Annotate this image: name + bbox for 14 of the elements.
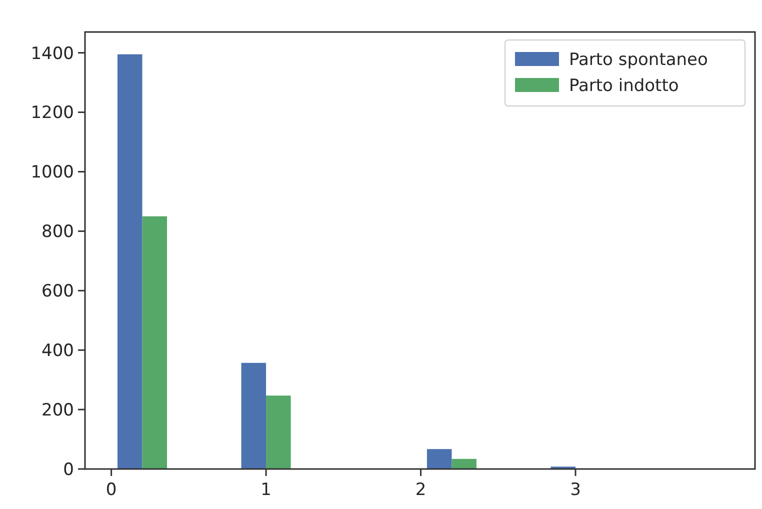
y-tick-label: 400	[42, 341, 74, 362]
y-tick-label: 600	[42, 282, 74, 302]
legend-label: Parto spontaneo	[569, 50, 708, 70]
x-tick-label: 3	[570, 480, 581, 500]
y-tick-label: 1000	[30, 162, 74, 183]
y-tick-label: 1400	[30, 44, 74, 64]
y-tick-label: 200	[42, 400, 74, 420]
x-tick-label: 2	[415, 480, 426, 500]
x-tick-label: 0	[106, 480, 117, 500]
legend-label: Parto indotto	[569, 76, 679, 96]
y-tick-label: 800	[42, 222, 74, 242]
x-tick-label: 1	[260, 480, 272, 500]
y-tick-label: 1200	[30, 103, 74, 124]
y-tick-label: 0	[63, 460, 74, 480]
